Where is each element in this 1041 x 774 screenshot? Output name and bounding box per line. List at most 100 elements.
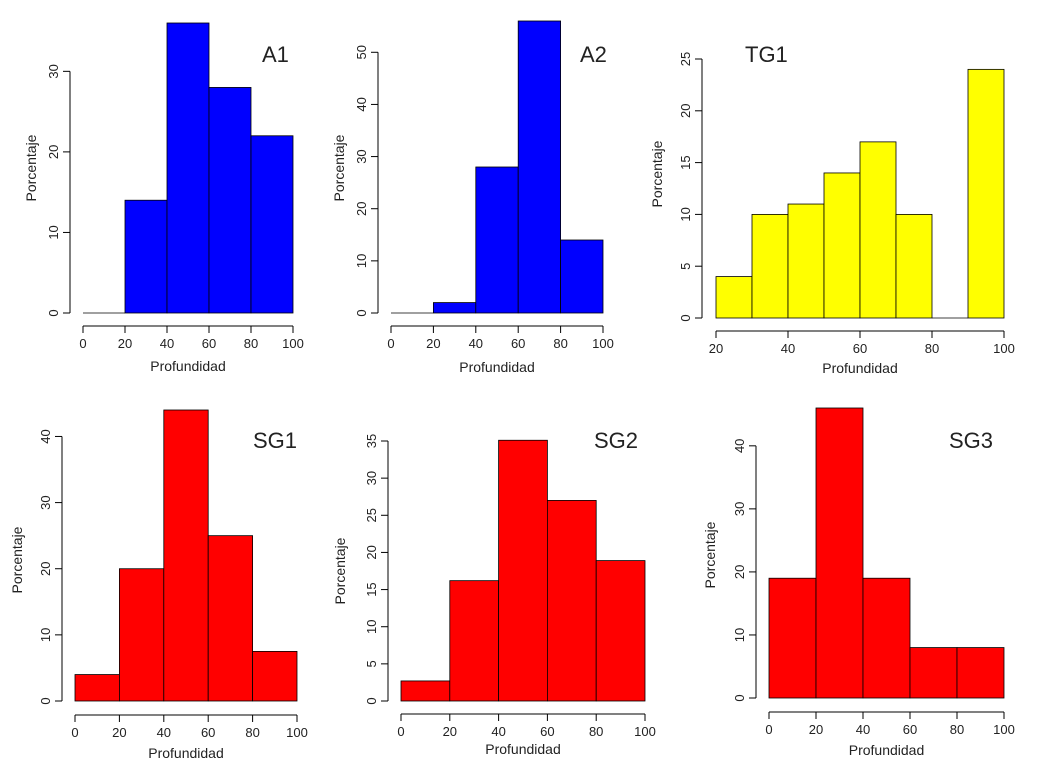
- bar-sg3-80-100: [956, 647, 1005, 699]
- histogram-a2: 0 10 20 30 40 50 0 20 40 60 80 100 Profundidad Porcen…: [331, 20, 614, 375]
- histogram-sg2: 0 5 10 15 20 25 30 35 0 20 40 60 80 100 Profundidad Por…: [332, 428, 656, 757]
- y-tick-label: 25: [678, 52, 693, 66]
- x-tick-label: 60: [201, 725, 215, 740]
- bar-a2-20-40: [432, 302, 477, 314]
- y-tick-label: 0: [732, 694, 747, 701]
- panel-title-a1: A1: [262, 42, 289, 67]
- bar-sg2-20-40: [449, 580, 499, 702]
- panel-title-sg2: SG2: [594, 428, 638, 453]
- y-tick-label: 0: [678, 314, 693, 321]
- bar-a2-80-100: [560, 239, 604, 314]
- x-tick-label: 80: [589, 724, 603, 739]
- x-tick-label: 80: [245, 725, 259, 740]
- x-tick-label: 80: [950, 722, 964, 737]
- y-tick-label: 20: [354, 201, 369, 215]
- bar-sg3-60-80: [909, 647, 958, 699]
- x-tick-label: 80: [925, 341, 939, 356]
- bar-sg1-40-60: [163, 409, 209, 702]
- y-tick-label: 25: [364, 508, 379, 522]
- bar-tg1-60-70: [859, 141, 897, 319]
- x-tick-label: 0: [765, 722, 772, 737]
- x-tick-label: 20: [709, 341, 723, 356]
- bar-sg2-80-100: [595, 560, 646, 702]
- x-tick-label: 20: [443, 724, 457, 739]
- y-tick-label: 10: [678, 207, 693, 221]
- bar-sg3-0-20: [768, 577, 817, 699]
- y-tick-label: 15: [678, 155, 693, 169]
- x-tick-label: 20: [118, 336, 132, 351]
- x-tick-label: 0: [71, 725, 78, 740]
- y-tick-label: 40: [354, 97, 369, 111]
- x-axis-label: Profundidad: [485, 741, 561, 757]
- y-tick-label: 5: [678, 263, 693, 270]
- bar-a2-40-60: [475, 166, 519, 314]
- x-axis-label: Profundidad: [849, 742, 925, 758]
- bar-tg1-90-100: [967, 68, 1005, 319]
- y-tick-label: 0: [364, 697, 379, 704]
- y-tick-label: 10: [732, 628, 747, 642]
- x-tick-label: 0: [397, 724, 404, 739]
- histogram-a1: 0 10 20 30 0 20 40 60 80 100 Profundidad Porcentaje…: [23, 22, 304, 374]
- x-tick-label: 0: [387, 336, 394, 351]
- bar-tg1-30-40: [751, 213, 789, 319]
- y-tick-label: 20: [46, 145, 61, 159]
- x-tick-label: 20: [426, 336, 440, 351]
- y-tick-label: 0: [354, 309, 369, 316]
- x-tick-label: 60: [903, 722, 917, 737]
- x-tick-label: 40: [160, 336, 174, 351]
- bar-tg1-50-60: [823, 172, 861, 319]
- bar-a2-60-80: [517, 20, 562, 314]
- bar-sg1-20-40: [119, 568, 165, 702]
- y-tick-label: 10: [38, 628, 53, 642]
- x-tick-label: 100: [993, 341, 1015, 356]
- bar-tg1-70-80: [895, 213, 933, 319]
- y-tick-label: 10: [364, 619, 379, 633]
- x-tick-label: 20: [112, 725, 126, 740]
- y-tick-label: 40: [38, 429, 53, 443]
- y-tick-label: 30: [354, 149, 369, 163]
- x-tick-label: 60: [540, 724, 554, 739]
- x-tick-label: 40: [856, 722, 870, 737]
- histogram-sg1: 0 10 20 30 40 0 20 40 60 80 100 Profundidad Porcenta…: [9, 409, 308, 761]
- bar-sg1-80-100: [252, 650, 298, 702]
- bar-tg1-40-50: [787, 203, 825, 319]
- bar-a1-80-100: [250, 135, 294, 314]
- x-axis-label: Profundidad: [822, 360, 898, 376]
- bar-sg3-20-40: [815, 407, 864, 699]
- bar-a1-40-60: [166, 22, 210, 314]
- y-tick-label: 30: [732, 502, 747, 516]
- bar-sg1-60-80: [207, 535, 253, 702]
- bar-tg1-20-30: [715, 276, 753, 319]
- y-axis-label: Porcentaje: [331, 134, 347, 201]
- x-tick-label: 80: [244, 336, 258, 351]
- y-tick-label: 20: [678, 104, 693, 118]
- panel-title-tg1: TG1: [745, 42, 788, 67]
- x-tick-label: 60: [853, 341, 867, 356]
- y-tick-label: 35: [364, 434, 379, 448]
- bar-sg3-40-60: [862, 577, 911, 699]
- y-tick-label: 10: [354, 254, 369, 268]
- panel-title-sg1: SG1: [253, 428, 297, 453]
- x-axis-label: Profundidad: [150, 358, 226, 374]
- y-tick-label: 20: [38, 561, 53, 575]
- histogram-sg3: 0 10 20 30 40 0 20 40 60 80 100 Profundidad Porcenta…: [702, 407, 1015, 758]
- x-tick-label: 100: [282, 336, 304, 351]
- x-axis-label: Profundidad: [148, 745, 224, 761]
- panel-title-sg3: SG3: [949, 428, 993, 453]
- x-tick-label: 40: [469, 336, 483, 351]
- histogram-tg1: 0 5 10 15 20 25 20 40 60 80 100 Profundidad Porcenta…: [649, 42, 1015, 376]
- y-tick-label: 20: [364, 545, 379, 559]
- x-tick-label: 20: [809, 722, 823, 737]
- bar-sg1-0-20: [74, 674, 120, 702]
- x-tick-label: 60: [511, 336, 525, 351]
- y-axis-label: Porcentaje: [9, 526, 25, 593]
- x-tick-label: 80: [553, 336, 567, 351]
- y-tick-label: 15: [364, 582, 379, 596]
- y-tick-label: 5: [364, 660, 379, 667]
- y-axis-label: Porcentaje: [649, 140, 665, 207]
- y-tick-label: 50: [354, 45, 369, 59]
- y-tick-label: 10: [46, 225, 61, 239]
- y-tick-label: 0: [38, 697, 53, 704]
- bar-sg2-60-80: [547, 500, 597, 702]
